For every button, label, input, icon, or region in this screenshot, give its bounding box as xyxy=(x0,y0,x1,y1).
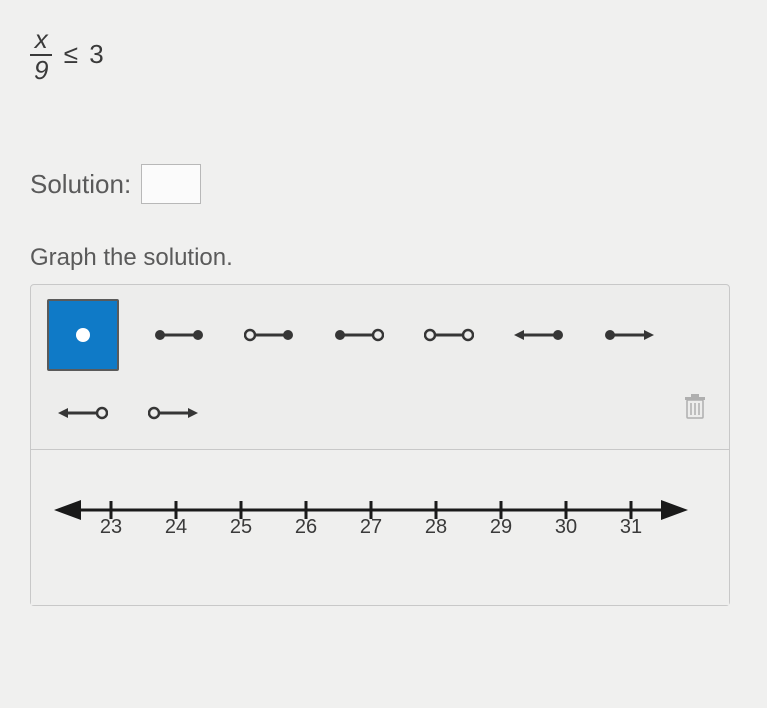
tick-label: 26 xyxy=(295,516,317,539)
inequality-expression: x 9 ≤ 3 xyxy=(30,25,737,84)
closed-right-ray-tool[interactable] xyxy=(599,317,659,353)
graph-tool-panel: 23 24 25 26 27 28 29 30 31 xyxy=(30,284,730,606)
tick-label: 23 xyxy=(100,516,122,539)
rhs-value: 3 xyxy=(89,39,103,70)
graph-instruction: Graph the solution. xyxy=(30,244,737,272)
tool-row-2 xyxy=(31,385,729,449)
open-open-segment-tool[interactable] xyxy=(419,317,479,353)
open-left-ray-tool[interactable] xyxy=(53,395,113,431)
tick-label: 25 xyxy=(230,516,252,539)
point-tool-selected[interactable] xyxy=(47,299,119,371)
solution-row: Solution: xyxy=(30,164,737,204)
fraction: x 9 xyxy=(30,25,52,84)
tick-label: 30 xyxy=(555,516,577,539)
tool-row-1 xyxy=(31,285,729,385)
numerator: x xyxy=(30,25,52,56)
denominator: 9 xyxy=(30,56,52,85)
open-closed-segment-tool[interactable] xyxy=(239,317,299,353)
closed-left-ray-tool[interactable] xyxy=(509,317,569,353)
tick-label: 27 xyxy=(360,516,382,539)
closed-open-segment-tool[interactable] xyxy=(329,317,389,353)
closed-closed-segment-tool[interactable] xyxy=(149,317,209,353)
tick-label: 24 xyxy=(165,516,187,539)
inequality-operator: ≤ xyxy=(64,39,78,70)
solution-input[interactable] xyxy=(141,164,201,204)
tick-label: 29 xyxy=(490,516,512,539)
numberline-canvas[interactable]: 23 24 25 26 27 28 29 30 31 xyxy=(31,450,729,605)
solution-label: Solution: xyxy=(30,169,131,200)
trash-icon[interactable] xyxy=(683,393,707,421)
tick-label: 31 xyxy=(620,516,642,539)
tick-label: 28 xyxy=(425,516,447,539)
open-right-ray-tool[interactable] xyxy=(143,395,203,431)
closed-point-icon xyxy=(76,328,90,342)
